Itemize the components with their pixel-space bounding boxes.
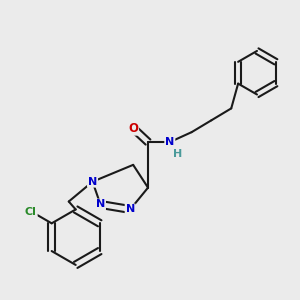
- Text: H: H: [173, 149, 182, 159]
- Text: O: O: [128, 122, 138, 135]
- Text: N: N: [96, 200, 105, 209]
- Text: N: N: [165, 137, 174, 147]
- Text: N: N: [126, 204, 135, 214]
- Text: N: N: [88, 177, 97, 187]
- Text: Cl: Cl: [25, 207, 37, 218]
